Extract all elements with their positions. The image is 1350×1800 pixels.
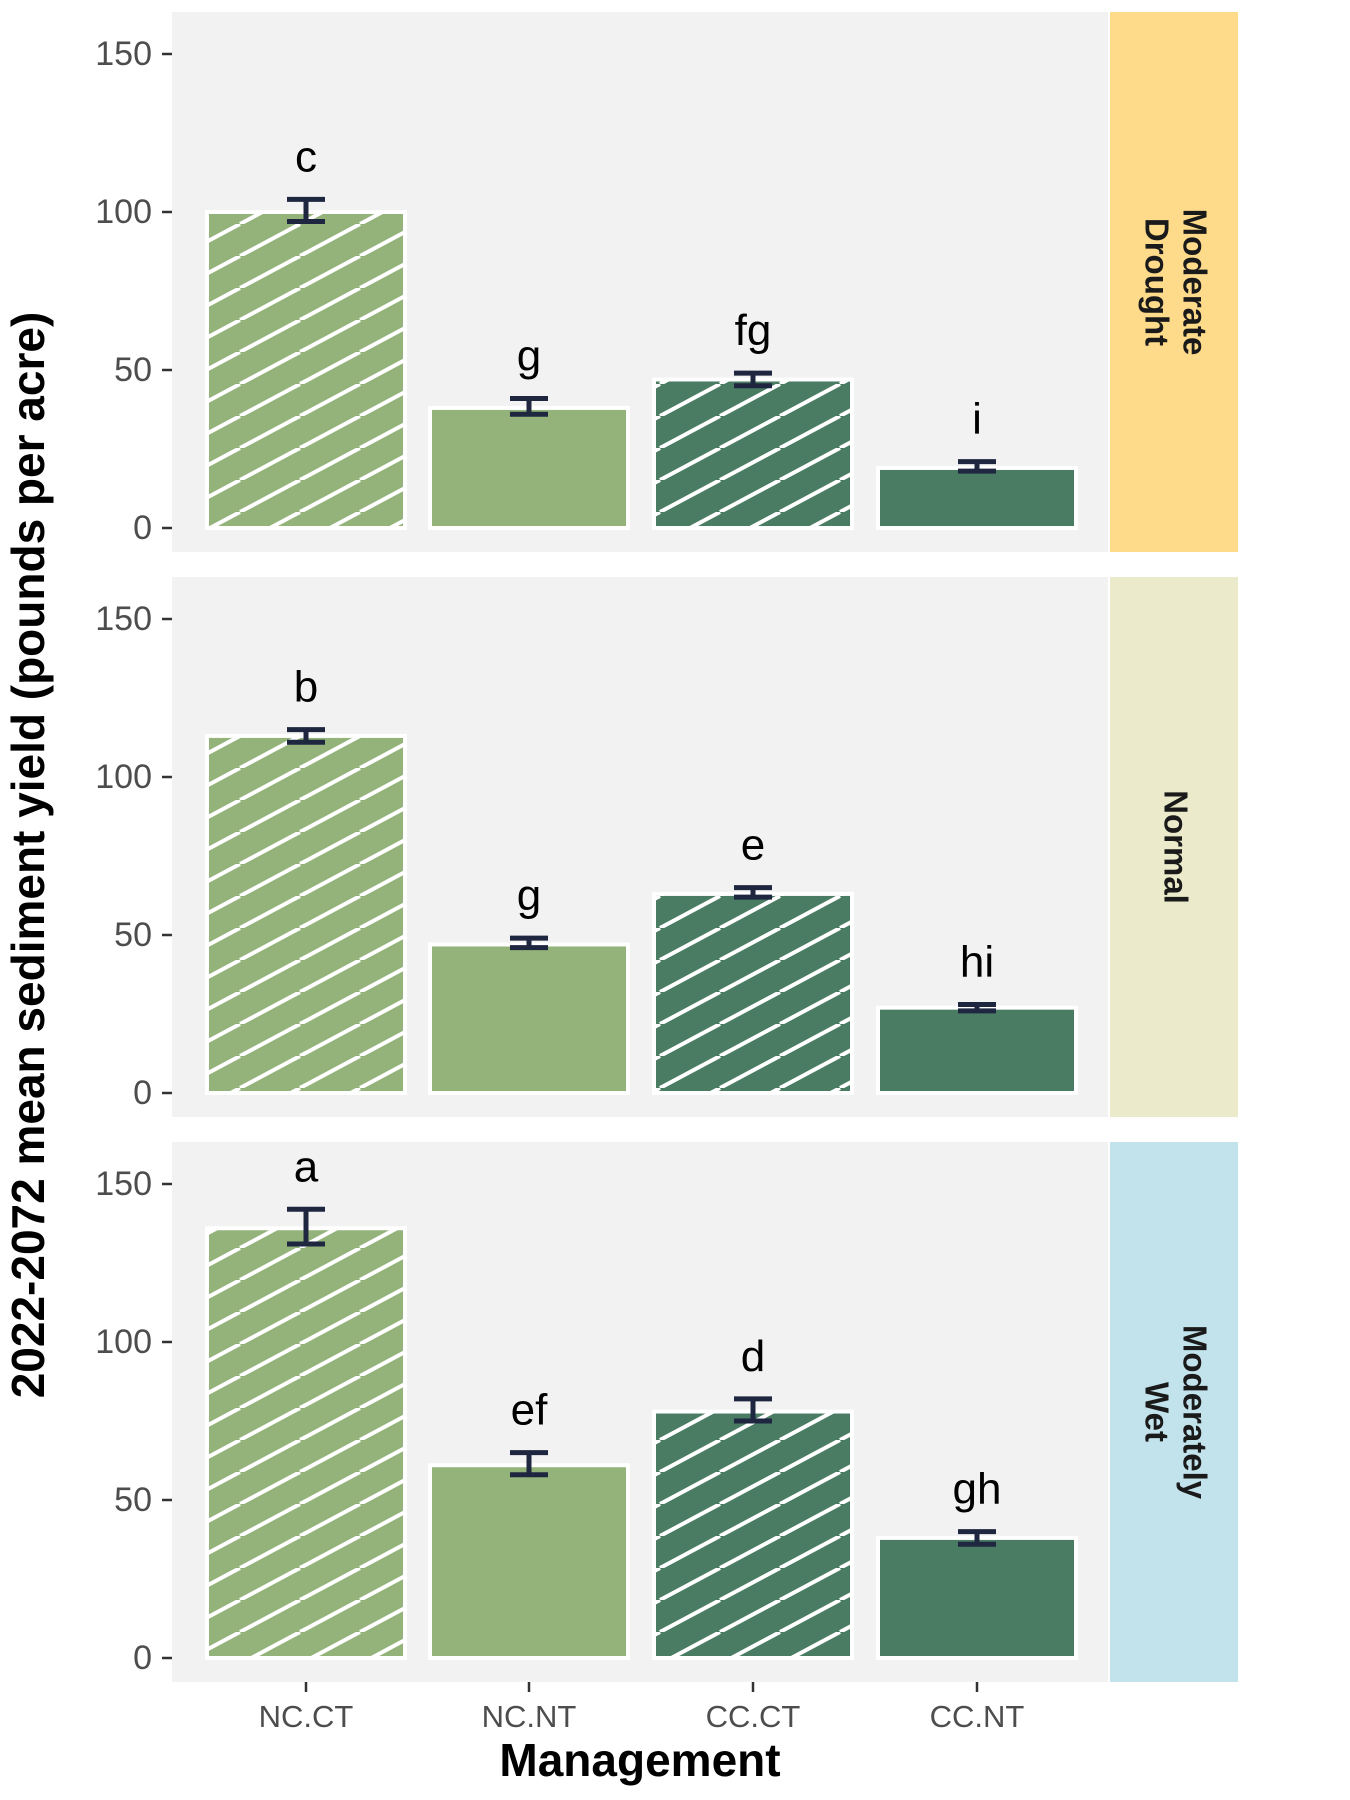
x-axis: NC.CT NC.NT CC.CT CC.NT: [259, 1682, 1025, 1734]
bar: [205, 1226, 407, 1660]
y-tick-label: 0: [133, 1074, 152, 1112]
bar: [652, 891, 854, 1095]
y-tick-label: 150: [95, 1165, 152, 1203]
facet-strip-label: Drought: [1139, 218, 1176, 346]
y-tick-label: 100: [95, 758, 152, 796]
x-tick-label: NC.NT: [482, 1699, 577, 1734]
significance-letter: g: [517, 871, 541, 920]
significance-letter: d: [741, 1332, 765, 1381]
x-tick-label: CC.CT: [706, 1699, 801, 1734]
y-tick-label: 50: [114, 1481, 152, 1519]
significance-letter: c: [295, 132, 317, 181]
bar: [205, 733, 407, 1095]
facet-strip-label: Normal: [1158, 790, 1195, 904]
significance-letter: gh: [953, 1465, 1002, 1514]
bar: [876, 465, 1078, 530]
y-tick-label: 100: [95, 1323, 152, 1361]
facet-strip: [1110, 1142, 1238, 1682]
bar: [428, 942, 630, 1095]
y-tick-label: 100: [95, 193, 152, 231]
bar: [205, 210, 407, 530]
significance-letter: e: [741, 821, 765, 870]
facet-panel: Normal 0 50 100 150 b g e hi: [95, 577, 1238, 1117]
bar: [652, 1409, 854, 1661]
facet-strip-label: Moderately: [1177, 1325, 1214, 1500]
significance-letter: b: [294, 663, 318, 712]
y-tick-label: 0: [133, 509, 152, 547]
x-tick-label: NC.CT: [259, 1699, 354, 1734]
y-tick-label: 50: [114, 916, 152, 954]
significance-letter: i: [972, 395, 982, 444]
bar: [428, 1463, 630, 1660]
bar: [652, 377, 854, 531]
significance-letter: ef: [511, 1386, 548, 1435]
facet-strip-label: Moderate: [1177, 209, 1214, 356]
y-tick-label: 50: [114, 351, 152, 389]
significance-letter: a: [294, 1142, 319, 1191]
y-tick-label: 150: [95, 600, 152, 638]
significance-letter: hi: [960, 938, 994, 987]
x-axis-title: Management: [499, 1734, 780, 1786]
bar: [876, 1535, 1078, 1661]
facet-strip: [1110, 577, 1238, 1117]
bar: [428, 405, 630, 531]
y-tick-label: 150: [95, 35, 152, 73]
facet-strip: [1110, 12, 1238, 552]
significance-letter: fg: [735, 306, 772, 355]
facet-strip-label: Wet: [1139, 1382, 1176, 1442]
x-tick-label: CC.NT: [930, 1699, 1025, 1734]
y-tick-label: 0: [133, 1639, 152, 1677]
y-axis-title: 2022-2072 mean sediment yield (pounds pe…: [2, 312, 54, 1399]
significance-letter: g: [517, 331, 541, 380]
bar: [876, 1005, 1078, 1095]
